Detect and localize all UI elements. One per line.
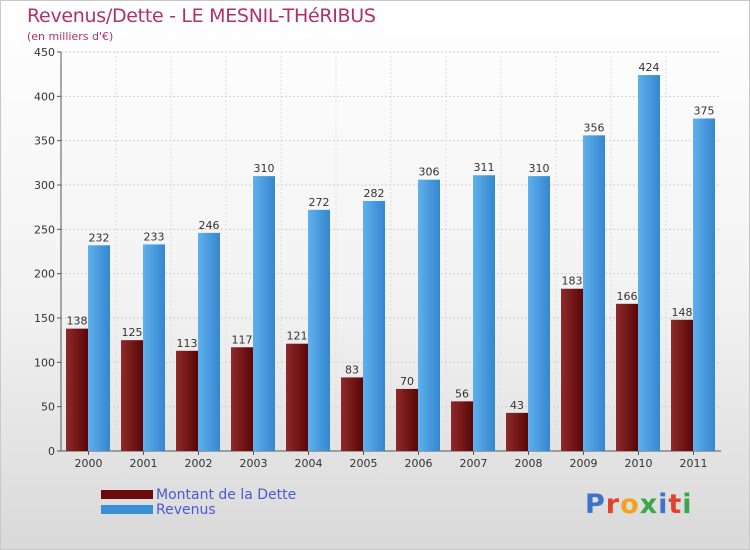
data-label-dette: 56 <box>455 387 469 400</box>
logo-letter: i <box>658 489 669 520</box>
bar-dette <box>616 303 638 451</box>
proxiti-logo: Proxiti <box>585 489 693 520</box>
logo-letter: P <box>585 489 606 520</box>
data-label-dette: 70 <box>400 375 414 388</box>
x-tick-label: 2009 <box>570 457 598 470</box>
bar-dette <box>66 328 88 451</box>
data-label-revenus: 272 <box>309 196 330 209</box>
legend-item-dette: Montant de la Dette <box>101 486 297 503</box>
legend-swatch-revenus <box>101 505 153 514</box>
data-label-revenus: 232 <box>89 231 110 244</box>
x-tick-label: 2001 <box>130 457 158 470</box>
bar-revenus <box>143 244 165 451</box>
y-tick-label: 450 <box>34 46 55 59</box>
data-label-revenus: 310 <box>529 162 550 175</box>
bar-revenus <box>418 179 440 451</box>
data-label-dette: 83 <box>345 363 359 376</box>
data-label-revenus: 282 <box>364 187 385 200</box>
axes: 0 50 100 150 200 250 300 350 400 450 2000 2001 2002 2… <box>34 46 721 470</box>
x-tick-label: 2000 <box>75 457 103 470</box>
bar-dette <box>396 388 418 451</box>
bar-dette <box>286 343 308 451</box>
y-tick-label: 250 <box>34 223 55 236</box>
logo-letter: i <box>682 489 693 520</box>
bar-dette <box>121 340 143 451</box>
bar-revenus <box>528 176 550 451</box>
legend-item-revenus: Revenus <box>101 501 296 518</box>
x-tick-label: 2006 <box>405 457 433 470</box>
data-label-revenus: 356 <box>584 121 605 134</box>
bar-dette <box>561 288 583 451</box>
bar-revenus <box>88 245 110 451</box>
grid-lines <box>61 51 721 452</box>
data-label-revenus: 246 <box>199 219 220 232</box>
data-label-dette: 43 <box>510 399 524 412</box>
chart-subtitle: (en milliers d'€) <box>27 30 114 43</box>
bar-dette <box>341 377 363 451</box>
bar-revenus <box>583 135 605 451</box>
data-label-dette: 166 <box>617 290 638 303</box>
chart-title: Revenus/Dette - LE MESNIL-THéRIBUS <box>27 5 376 27</box>
bar-dette <box>451 401 473 451</box>
legend-swatch-dette <box>101 490 153 499</box>
logo-letter: o <box>620 489 640 520</box>
legend-label-revenus: Revenus <box>156 501 216 518</box>
x-tick-label: 2002 <box>185 457 213 470</box>
logo-letter: r <box>605 489 621 520</box>
y-tick-label: 150 <box>34 312 55 325</box>
logo-letter: t <box>668 489 683 520</box>
y-tick-label: 50 <box>41 401 55 414</box>
x-tick-label: 2004 <box>295 457 323 470</box>
data-label-dette: 125 <box>122 326 143 339</box>
data-label-dette: 113 <box>177 337 198 350</box>
data-labels: 138 232 125 233 113 246 117 310 121 272 83 282 70 306… <box>67 61 715 412</box>
bar-dette <box>176 350 198 451</box>
bar-revenus <box>198 232 220 451</box>
bar-revenus <box>363 200 385 451</box>
data-label-dette: 183 <box>562 275 583 288</box>
y-tick-label: 0 <box>48 445 55 458</box>
data-label-revenus: 375 <box>694 105 715 118</box>
logo-letter: x <box>639 489 659 520</box>
data-label-revenus: 233 <box>144 230 165 243</box>
bar-dette <box>671 319 693 451</box>
y-tick-label: 200 <box>34 268 55 281</box>
data-label-revenus: 310 <box>254 162 275 175</box>
bar-revenus <box>308 209 330 451</box>
data-label-dette: 117 <box>232 333 253 346</box>
x-tick-label: 2008 <box>515 457 543 470</box>
bar-revenus <box>473 175 495 451</box>
x-tick-label: 2003 <box>240 457 268 470</box>
bar-revenus <box>253 176 275 451</box>
bars <box>66 75 715 451</box>
bar-revenus <box>693 118 715 451</box>
data-label-revenus: 311 <box>474 161 495 174</box>
bar-revenus <box>638 75 660 451</box>
x-tick-label: 2010 <box>625 457 653 470</box>
x-tick-label: 2011 <box>680 457 708 470</box>
legend: Montant de la Dette Revenus <box>101 486 297 518</box>
bar-dette <box>231 347 253 451</box>
y-tick-label: 400 <box>34 90 55 103</box>
x-tick-label: 2007 <box>460 457 488 470</box>
data-label-dette: 121 <box>287 330 308 343</box>
y-tick-label: 350 <box>34 135 55 148</box>
y-tick-label: 100 <box>34 356 55 369</box>
data-label-dette: 138 <box>67 315 88 328</box>
data-label-revenus: 424 <box>639 61 660 74</box>
data-label-dette: 148 <box>672 306 693 319</box>
bar-dette <box>506 412 528 451</box>
legend-label-dette: Montant de la Dette <box>156 486 297 503</box>
y-tick-label: 300 <box>34 179 55 192</box>
data-label-revenus: 306 <box>419 166 440 179</box>
x-tick-label: 2005 <box>350 457 378 470</box>
